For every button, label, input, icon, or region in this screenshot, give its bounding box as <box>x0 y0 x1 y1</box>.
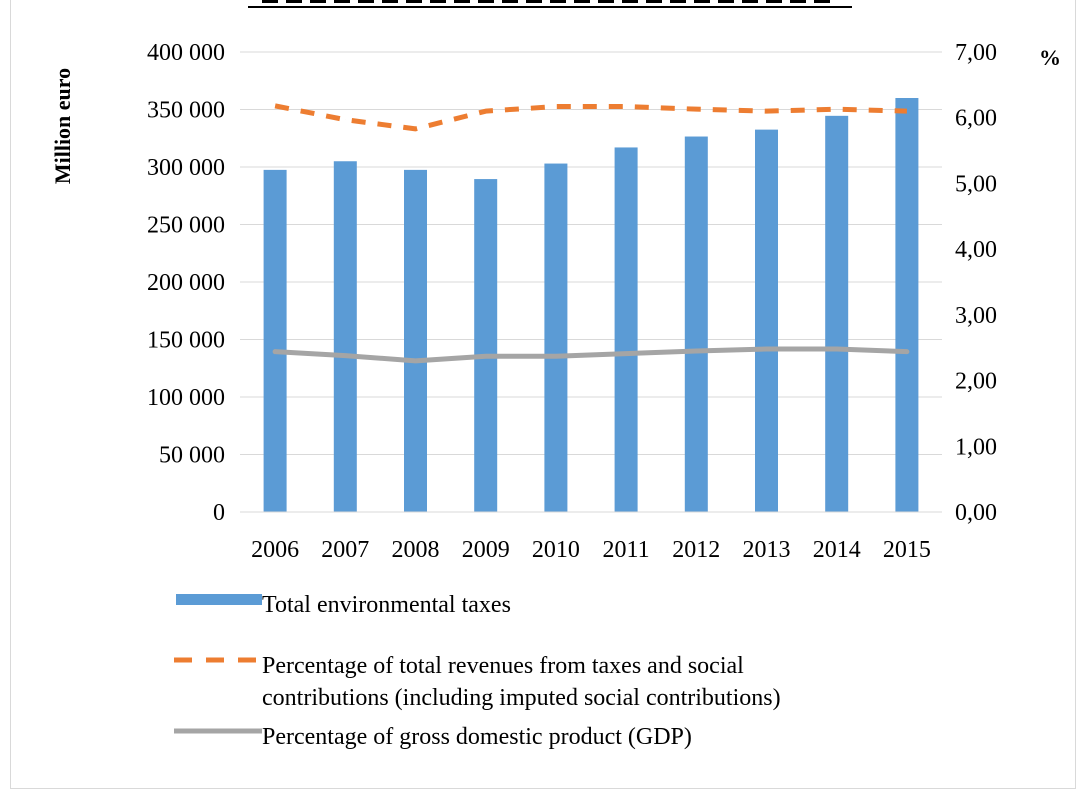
y-tick-label: 350 000 <box>147 98 225 124</box>
y2-tick-label: 5,00 <box>955 171 997 197</box>
y2-tick-label: 3,00 <box>955 303 997 329</box>
y-tick-label: 300 000 <box>147 155 225 181</box>
x-tick-label: 2014 <box>813 537 861 563</box>
bar-total-environmental-taxes <box>895 98 919 512</box>
x-tick-label: 2013 <box>743 537 791 563</box>
y2-axis-title: % <box>1039 45 1061 70</box>
bar-total-environmental-taxes <box>263 169 287 512</box>
clipped-title-text <box>262 0 838 3</box>
y-tick-label: 0 <box>213 500 225 526</box>
x-tick-label: 2015 <box>883 537 931 563</box>
legend-item: Percentage of gross domestic product (GD… <box>174 724 692 750</box>
y2-tick-label: 2,00 <box>955 369 997 395</box>
x-tick-label: 2012 <box>672 537 720 563</box>
y-tick-label: 400 000 <box>147 40 225 66</box>
y2-tick-label: 1,00 <box>955 434 997 460</box>
bar-total-environmental-taxes <box>333 161 357 512</box>
legend-label: Percentage of gross domestic product (GD… <box>262 724 692 750</box>
y-tick-label: 100 000 <box>147 385 225 411</box>
clipped-title-strip <box>248 0 852 8</box>
x-tick-label: 2010 <box>532 537 580 563</box>
bar-total-environmental-taxes <box>404 169 427 512</box>
y2-tick-label: 7,00 <box>955 40 997 66</box>
bar-total-environmental-taxes <box>755 129 778 512</box>
axes: 0 50 000 100 000 150 000 200 000 250 000 300 0… <box>147 40 997 563</box>
y2-tick-label: 6,00 <box>955 106 997 132</box>
legend-label: Percentage of total revenues from taxes … <box>262 653 744 679</box>
bar-total-environmental-taxes <box>614 147 638 512</box>
bar-total-environmental-taxes <box>684 136 708 512</box>
y-tick-label: 50 000 <box>159 443 225 469</box>
bar-series <box>263 98 919 513</box>
legend: Total environmental taxes Percentage of t… <box>174 592 781 750</box>
chart-frame <box>10 0 1076 789</box>
x-tick-label: 2011 <box>603 537 650 563</box>
y-tick-label: 200 000 <box>147 270 225 296</box>
x-tick-label: 2007 <box>321 537 369 563</box>
bar-total-environmental-taxes <box>544 163 568 513</box>
x-tick-label: 2008 <box>392 537 440 563</box>
y2-tick-label: 4,00 <box>955 237 997 263</box>
y-tick-label: 150 000 <box>147 328 225 354</box>
legend-marker <box>176 594 262 605</box>
line-pct-total-revenues <box>274 103 907 132</box>
legend-item: Total environmental taxes <box>176 592 511 618</box>
line-series <box>272 103 910 364</box>
y-axis-title: Million euro <box>50 68 75 184</box>
x-tick-label: 2006 <box>251 537 299 563</box>
legend-item: Percentage of total revenues from taxes … <box>174 653 781 711</box>
line-pct-gdp <box>272 346 910 364</box>
y-tick-label: 250 000 <box>147 213 225 239</box>
legend-label: Total environmental taxes <box>262 592 511 618</box>
bar-total-environmental-taxes <box>825 115 849 512</box>
legend-label: contributions (including imputed social … <box>262 685 781 711</box>
x-tick-label: 2009 <box>462 537 510 563</box>
y2-tick-label: 0,00 <box>955 500 997 526</box>
bar-total-environmental-taxes <box>474 179 498 512</box>
